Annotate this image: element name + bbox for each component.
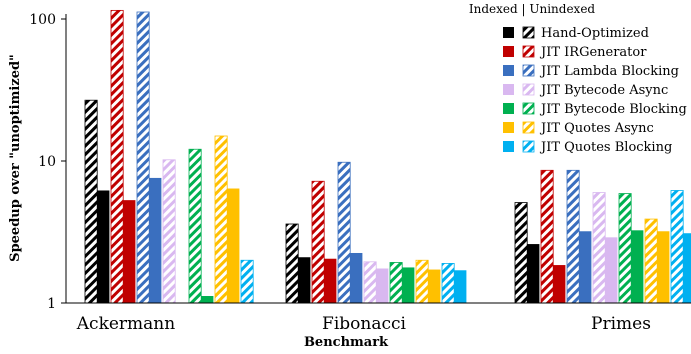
x-category-labels: Ackermann Fibonacci Primes — [76, 314, 651, 334]
category-label-fibonacci: Fibonacci — [322, 314, 406, 334]
legend-swatch-indexed-jit-quotes-async — [503, 122, 514, 133]
bar-primes-jit-bytecode-blocking-unindexed — [618, 193, 632, 304]
legend-swatch-indexed-jit-bytecode-async — [503, 84, 514, 95]
legend-swatch-unindexed-jit-quotes-blocking — [522, 140, 535, 153]
legend-label-hand-optimized: Hand-Optimized — [541, 26, 649, 41]
bar-ackermann-jit-irgenerator-unindexed — [110, 9, 124, 304]
legend-swatch-indexed-jit-quotes-blocking — [503, 141, 514, 152]
bars-layer — [84, 9, 691, 304]
bar-ackermann-jit-bytecode-blocking-unindexed — [188, 148, 202, 304]
legend-label-jit-bytecode-blocking: JIT Bytecode Blocking — [539, 102, 687, 117]
legend-swatch-indexed-jit-irgenerator — [503, 46, 514, 57]
bar-ackermann-hand-optimized-unindexed — [84, 99, 98, 304]
bar-ackermann-jit-quotes-blocking-unindexed — [240, 259, 254, 304]
legend: Indexed | Unindexed Hand-Optimized JIT IR… — [469, 2, 687, 155]
y-tick-label-1: 1 — [47, 296, 56, 312]
bar-primes-jit-irgenerator-indexed — [553, 265, 566, 303]
bar-primes-jit-bytecode-async-unindexed — [592, 192, 606, 304]
bar-primes-jit-bytecode-async-indexed — [605, 237, 618, 303]
bar-fibonacci-jit-quotes-blocking-unindexed — [441, 263, 455, 304]
legend-label-jit-bytecode-async: JIT Bytecode Async — [539, 83, 668, 98]
legend-items: Hand-Optimized JIT IRGenerator JIT Lambda … — [503, 26, 687, 155]
legend-label-jit-quotes-blocking: JIT Quotes Blocking — [539, 140, 672, 155]
axes-layer — [65, 14, 691, 304]
bar-ackermann-jit-irgenerator-indexed — [123, 200, 136, 303]
legend-swatch-indexed-jit-bytecode-blocking — [503, 103, 514, 114]
bar-ackermann-jit-quotes-async-indexed — [227, 188, 240, 303]
y-axis-title: Speedup over "unoptimized" — [8, 54, 23, 262]
legend-swatch-unindexed-jit-irgenerator — [522, 45, 535, 58]
bar-fibonacci-jit-bytecode-async-unindexed — [363, 261, 377, 304]
legend-swatch-unindexed-jit-bytecode-blocking — [522, 102, 535, 115]
bar-fibonacci-jit-bytecode-blocking-indexed — [402, 267, 415, 303]
legend-swatch-unindexed-jit-bytecode-async — [522, 83, 535, 96]
bar-fibonacci-jit-bytecode-blocking-unindexed — [389, 262, 403, 304]
bar-fibonacci-hand-optimized-indexed — [298, 257, 311, 303]
legend-header: Indexed | Unindexed — [469, 2, 596, 16]
category-label-primes: Primes — [591, 314, 651, 334]
bar-fibonacci-hand-optimized-unindexed — [285, 223, 299, 304]
bar-primes-jit-quotes-async-indexed — [657, 231, 670, 303]
bar-primes-hand-optimized-unindexed — [514, 202, 528, 304]
bar-ackermann-jit-bytecode-async-unindexed — [162, 159, 176, 304]
legend-swatch-unindexed-hand-optimized — [522, 26, 535, 39]
bar-primes-jit-quotes-async-unindexed — [644, 218, 658, 304]
y-tick-label-100: 100 — [29, 12, 56, 28]
legend-swatch-unindexed-jit-quotes-async — [522, 121, 535, 134]
bar-ackermann-jit-quotes-async-unindexed — [214, 135, 228, 304]
y-tick-label-10: 10 — [38, 154, 56, 170]
bar-primes-jit-quotes-blocking-unindexed — [670, 190, 684, 304]
legend-swatch-unindexed-jit-lambda-blocking — [522, 64, 535, 77]
y-ticks-layer: 1 10 100 — [29, 12, 66, 312]
x-axis-title: Benchmark — [304, 335, 389, 350]
bar-fibonacci-jit-quotes-async-unindexed — [415, 259, 429, 304]
bar-primes-jit-quotes-blocking-indexed — [683, 233, 691, 303]
bar-fibonacci-jit-lambda-blocking-indexed — [350, 252, 363, 303]
bar-fibonacci-jit-irgenerator-indexed — [324, 258, 337, 303]
bar-fibonacci-jit-lambda-blocking-unindexed — [337, 161, 351, 304]
bar-primes-hand-optimized-indexed — [527, 244, 540, 303]
legend-label-jit-lambda-blocking: JIT Lambda Blocking — [539, 64, 679, 79]
bar-primes-jit-lambda-blocking-unindexed — [566, 169, 580, 304]
legend-label-jit-irgenerator: JIT IRGenerator — [539, 45, 647, 60]
legend-swatch-indexed-jit-lambda-blocking — [503, 65, 514, 76]
bar-ackermann-hand-optimized-indexed — [97, 190, 110, 303]
bar-primes-jit-bytecode-blocking-indexed — [631, 230, 644, 303]
bar-ackermann-jit-bytecode-blocking-indexed — [201, 296, 214, 303]
bar-primes-jit-lambda-blocking-indexed — [579, 231, 592, 303]
legend-label-jit-quotes-async: JIT Quotes Async — [539, 121, 654, 136]
bar-ackermann-jit-lambda-blocking-unindexed — [136, 11, 150, 304]
bar-fibonacci-jit-bytecode-async-indexed — [376, 268, 389, 303]
bar-fibonacci-jit-quotes-blocking-indexed — [454, 270, 467, 303]
bar-fibonacci-jit-irgenerator-unindexed — [311, 180, 325, 304]
bar-fibonacci-jit-quotes-async-indexed — [428, 269, 441, 303]
bar-primes-jit-irgenerator-unindexed — [540, 169, 554, 304]
bar-ackermann-jit-lambda-blocking-indexed — [149, 177, 162, 303]
category-label-ackermann: Ackermann — [76, 314, 175, 334]
legend-swatch-indexed-hand-optimized — [503, 27, 514, 38]
